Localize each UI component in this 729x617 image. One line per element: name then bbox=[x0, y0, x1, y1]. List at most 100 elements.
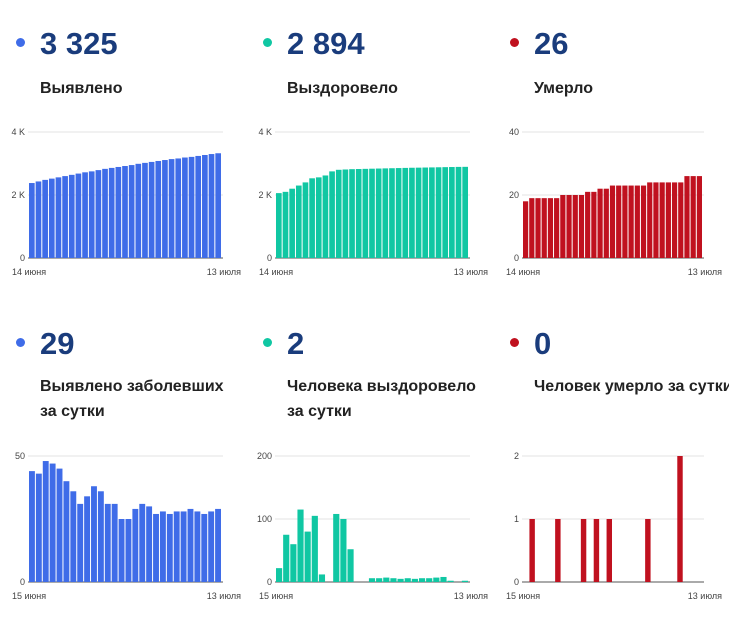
bar bbox=[315, 177, 322, 258]
recovered-dot-icon bbox=[263, 38, 272, 47]
bar bbox=[329, 171, 335, 258]
bar bbox=[173, 511, 180, 582]
bar bbox=[578, 195, 585, 258]
bar bbox=[146, 506, 153, 582]
daily-recovered-chart: 0 100 200 15 июня 13 июля bbox=[257, 451, 488, 601]
bar bbox=[187, 508, 194, 582]
x-start-label: 14 июня bbox=[259, 267, 293, 277]
infected-dot-icon bbox=[16, 38, 25, 47]
bar bbox=[442, 167, 449, 258]
total-infected-label: Выявлено bbox=[40, 80, 123, 97]
bar bbox=[461, 580, 468, 582]
bar bbox=[49, 463, 56, 582]
infected-dot-icon bbox=[16, 338, 25, 347]
bar bbox=[295, 185, 302, 258]
panel-daily-recovered: 2 Человека выздоровело за сутки 0 100 200 1… bbox=[247, 300, 490, 608]
y-tick-label: 1 bbox=[514, 514, 519, 524]
bar bbox=[347, 549, 354, 582]
bar bbox=[202, 154, 208, 258]
total-recovered-value: 2 894 bbox=[287, 26, 365, 61]
bar bbox=[390, 578, 397, 582]
bar bbox=[168, 159, 175, 258]
bar bbox=[340, 519, 347, 582]
y-tick-label: 50 bbox=[15, 451, 25, 461]
bar bbox=[616, 185, 622, 258]
bar bbox=[159, 511, 166, 582]
daily-infected-chart: 0 50 15 июня 13 июля bbox=[12, 451, 241, 601]
bar bbox=[647, 182, 653, 258]
total-infected-chart: 0 2 K 4 K 14 июня 13 июля bbox=[11, 127, 241, 277]
bar bbox=[290, 544, 297, 582]
x-start-label: 14 июня bbox=[12, 267, 46, 277]
bar bbox=[88, 171, 95, 258]
x-end-label: 13 июля bbox=[454, 267, 488, 277]
bar bbox=[566, 195, 572, 258]
y-tick-label: 100 bbox=[257, 514, 272, 524]
x-start-label: 15 июня bbox=[12, 591, 46, 601]
bar bbox=[311, 515, 318, 582]
y-tick-label: 2 bbox=[514, 451, 519, 461]
deaths-dot-icon bbox=[510, 38, 519, 47]
bar bbox=[104, 503, 111, 582]
bar bbox=[362, 168, 369, 258]
bar bbox=[603, 188, 609, 258]
daily-recovered-label: Человека выздоровело за сутки bbox=[287, 378, 476, 420]
bar bbox=[97, 491, 104, 582]
bar bbox=[523, 201, 529, 258]
bar bbox=[195, 155, 202, 258]
bar bbox=[115, 166, 122, 258]
bar bbox=[182, 157, 188, 258]
bar bbox=[309, 178, 315, 258]
bar bbox=[322, 175, 329, 258]
y-tick-label: 4 K bbox=[258, 127, 272, 137]
bar bbox=[349, 169, 355, 258]
bar bbox=[77, 503, 84, 582]
y-tick-label: 0 bbox=[267, 253, 272, 263]
daily-deaths-label: Человек умерло за сутки bbox=[534, 378, 729, 395]
bar bbox=[609, 185, 616, 258]
panel-total-infected: 3 325 Выявлено 0 2 K 4 K 14 июня 13 июля bbox=[0, 0, 243, 308]
bar bbox=[529, 519, 535, 582]
bar bbox=[684, 176, 690, 258]
bar bbox=[395, 168, 402, 258]
y-tick-label: 2 K bbox=[258, 190, 272, 200]
bar bbox=[572, 195, 578, 258]
bar bbox=[194, 511, 201, 582]
bar bbox=[554, 198, 560, 258]
y-tick-label: 0 bbox=[20, 577, 25, 587]
bar bbox=[580, 519, 587, 582]
bar bbox=[342, 169, 349, 258]
bar bbox=[433, 577, 440, 582]
bar bbox=[155, 160, 162, 258]
bar bbox=[397, 578, 404, 582]
bar bbox=[383, 577, 390, 582]
bar bbox=[597, 188, 603, 258]
bar bbox=[368, 578, 376, 582]
bar bbox=[111, 503, 118, 582]
bar bbox=[541, 198, 547, 258]
bar bbox=[302, 182, 309, 258]
total-recovered-label: Выздоровело bbox=[287, 80, 398, 97]
bar bbox=[122, 166, 128, 258]
bar bbox=[593, 519, 600, 582]
bar bbox=[118, 519, 125, 582]
bar bbox=[297, 509, 304, 582]
bar bbox=[462, 166, 468, 258]
panel-daily-infected: 29 Выявлено заболевших за сутки 0 50 15 ию… bbox=[0, 300, 243, 608]
bar bbox=[435, 167, 442, 258]
bar bbox=[547, 198, 554, 258]
bar bbox=[70, 491, 77, 582]
y-tick-label: 40 bbox=[509, 127, 519, 137]
bar bbox=[376, 578, 383, 582]
bar bbox=[75, 173, 82, 258]
deaths-dot-icon bbox=[510, 338, 519, 347]
y-tick-label: 4 K bbox=[11, 127, 25, 137]
x-end-label: 13 июля bbox=[207, 591, 241, 601]
bar bbox=[640, 185, 647, 258]
y-tick-label: 0 bbox=[267, 577, 272, 587]
total-recovered-chart: 0 2 K 4 K 14 июня 13 июля bbox=[258, 127, 488, 277]
bar bbox=[283, 534, 290, 582]
bar bbox=[665, 182, 671, 258]
bar bbox=[369, 168, 375, 258]
daily-infected-label: Выявлено заболевших за сутки bbox=[40, 378, 224, 420]
